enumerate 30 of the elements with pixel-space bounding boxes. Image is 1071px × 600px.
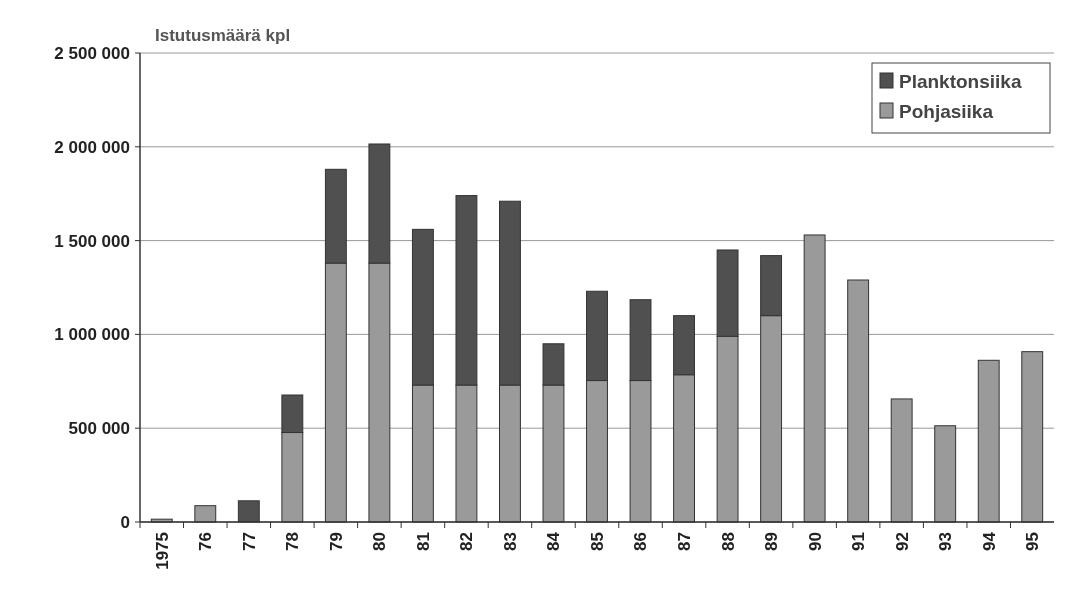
x-tick-label: 77 [239, 532, 259, 551]
x-tick-label: 87 [675, 532, 694, 551]
x-tick-label: 85 [587, 532, 607, 551]
x-tick-label: 80 [370, 532, 390, 551]
y-tick-label: 1 000 000 [54, 325, 130, 345]
x-tick-label: 83 [500, 532, 520, 551]
y-tick-label: 500 000 [68, 419, 130, 439]
y-tick-label: 0 [120, 512, 130, 532]
x-tick-label: 78 [283, 532, 303, 551]
y-axis-title: Istutusmäärä kpl [155, 26, 291, 45]
x-tick-label: 91 [849, 532, 869, 551]
x-tick-label: 95 [1023, 532, 1043, 551]
x-tick-label: 1975 [152, 532, 172, 570]
legend-label: Pohjasiika [899, 100, 994, 122]
x-tick-label: 81 [413, 532, 433, 551]
x-tick-label: 79 [326, 532, 346, 551]
x-tick-label: 84 [544, 531, 564, 551]
y-tick-label: 2 500 000 [54, 43, 130, 63]
x-tick-label: 92 [892, 532, 912, 551]
x-tick-label: 76 [196, 532, 216, 551]
x-tick-label: 86 [631, 532, 651, 551]
y-tick-label: 1 500 000 [54, 231, 130, 251]
x-tick-label: 82 [457, 532, 477, 551]
legend-label: Planktonsiika [899, 70, 1022, 92]
x-tick-label: 88 [718, 532, 738, 551]
y-tick-label: 2 000 000 [54, 137, 130, 157]
x-tick-label: 90 [805, 532, 825, 551]
x-tick-label: 94 [979, 531, 999, 551]
x-tick-label: 93 [936, 532, 956, 551]
x-tick-label: 89 [762, 532, 782, 551]
